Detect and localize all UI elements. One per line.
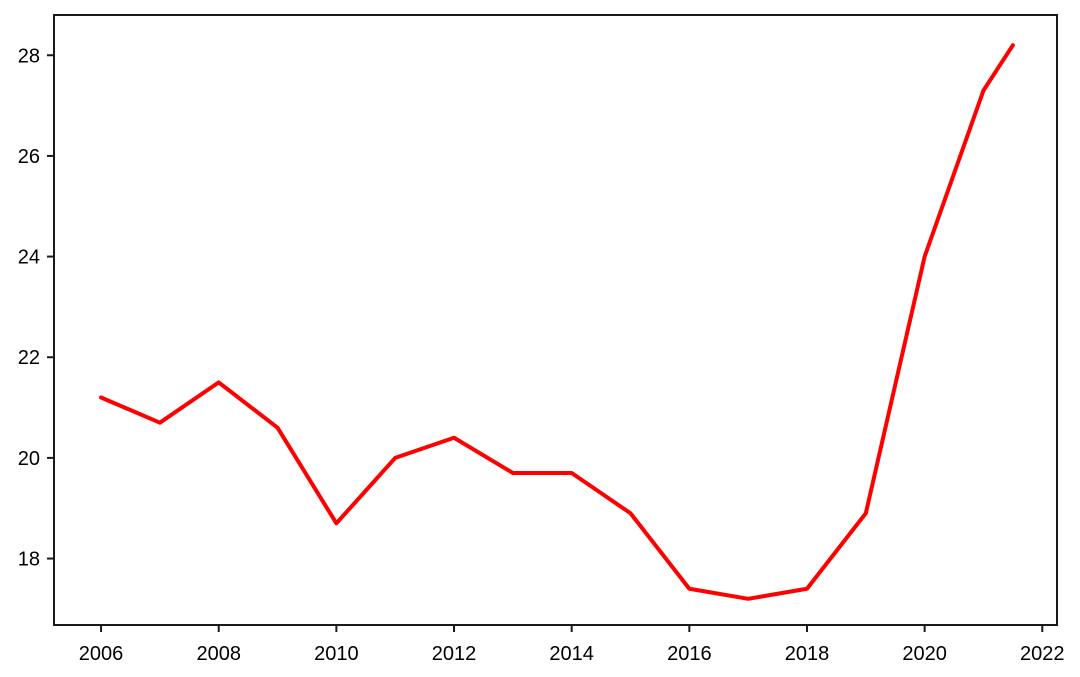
y-tick-label: 22 [18,347,40,369]
y-tick-label: 26 [18,146,40,168]
x-tick-label: 2008 [196,643,241,665]
plot-border [53,14,1058,626]
x-axis: 2006 2008 2010 2012 2014 2016 2018 2020 2022 [79,625,1065,665]
y-tick-label: 18 [18,549,40,571]
x-tick-label: 2006 [79,643,124,665]
x-tick-label: 2012 [432,643,477,665]
y-tick-label: 24 [18,247,40,269]
data-series-line [99,43,1015,601]
y-tick-label: 28 [18,45,40,67]
x-tick-label: 2020 [902,643,947,665]
x-tick-label: 2022 [1020,643,1065,665]
x-tick-label: 2010 [314,643,359,665]
y-tick-label: 20 [18,448,40,470]
data-series-group [99,43,1015,601]
x-tick-label: 2018 [785,643,830,665]
plot-area [53,14,1058,626]
x-tick-label: 2016 [667,643,712,665]
x-tick-label: 2014 [549,643,594,665]
y-axis: 18 20 22 24 26 28 [18,45,54,571]
